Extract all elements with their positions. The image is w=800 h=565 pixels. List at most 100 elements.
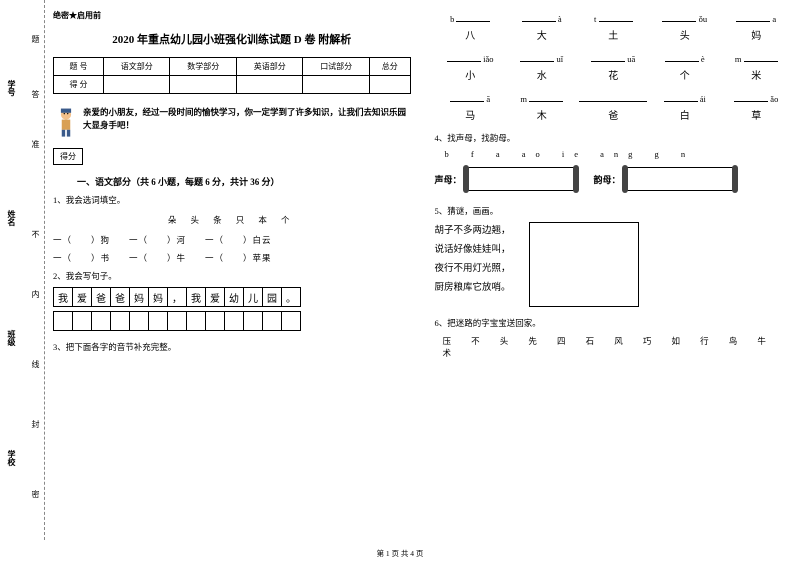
margin-class: 班级 [6,330,17,346]
char-cell: 妈 [148,287,168,307]
th: 数学部分 [170,58,236,76]
exam-page: 题 学号 答 准 姓名 不 内 班级 线 封 学校 密 绝密★启用前 2020 … [0,0,800,540]
blank[interactable] [456,12,490,22]
intro-block: 亲爱的小朋友，经过一段时间的愉快学习，你一定学到了许多知识，让我们去知识乐园大显… [53,106,411,140]
section-heading: 一、语文部分（共 6 小题，每题 6 分，共计 36 分） [77,175,411,188]
pinyin: à [558,14,562,24]
finals-label: 韵母： [594,173,621,186]
riddle-line: 胡子不多两边翘， [435,222,511,241]
mascot-icon [53,106,79,140]
td[interactable] [104,76,170,94]
riddle-line: 夜行不用灯光照， [435,260,511,279]
char-cell: 爸 [110,287,130,307]
char-row: 马木爸白草 [435,107,793,122]
scroll-box[interactable] [466,167,576,191]
td[interactable] [170,76,236,94]
question-2: 2、我会写句子。 [53,270,411,282]
question-4: 4、找声母，找韵母。 [435,132,793,144]
binding-margin: 题 学号 答 准 姓名 不 内 班级 线 封 学校 密 [0,0,45,540]
intro-text: 亲爱的小朋友，经过一段时间的愉快学习，你一定学到了许多知识，让我们去知识乐园大显… [83,106,411,132]
riddle-line: 厨房粮库它放哨。 [435,279,511,298]
pinyin: a [772,14,776,24]
pinyin: ái [700,94,706,104]
pinyin-row: iǎo uǐ uā è m [435,52,793,64]
pinyin: m [735,54,742,64]
char-cell: 。 [281,287,301,307]
pinyin-row: b à t ǒu a [435,12,793,24]
char-cell: 儿 [243,287,263,307]
initials-label: 声母： [435,173,462,186]
td[interactable] [236,76,302,94]
char-row: 小水花个米 [435,67,793,82]
exam-title: 2020 年重点幼儿园小班强化训练试题 D 卷 附解析 [53,31,411,47]
score-table: 题 号 语文部分 数学部分 英语部分 口试部分 总分 得 分 [53,57,411,94]
riddle-block: 胡子不多两边翘， 说话好像娃娃叫， 夜行不用灯光照， 厨房粮库它放哨。 [435,222,793,307]
drawing-box[interactable] [529,222,639,307]
sentence-grid: 我 爱 爸 爸 妈 妈 ， 我 爱 幼 儿 园 。 [53,287,411,307]
left-column: 绝密★启用前 2020 年重点幼儿园小班强化训练试题 D 卷 附解析 题 号 语… [53,10,423,540]
th: 英语部分 [236,58,302,76]
pinyin: iǎo [483,54,493,64]
pinyin-row: ā m ái ǎo [435,92,793,104]
score-box: 得分 [53,148,83,165]
pinyin: uǐ [557,54,564,64]
content-area: 绝密★启用前 2020 年重点幼儿园小班强化训练试题 D 卷 附解析 题 号 语… [45,0,800,540]
char-row: 八大土头妈 [435,27,793,42]
margin-mark: 准 [30,140,41,148]
char-cell: 幼 [224,287,244,307]
table-row: 得 分 [54,76,411,94]
margin-mark: 题 [30,35,41,43]
margin-mark: 密 [30,490,41,498]
fill-blank-line[interactable]: 一（ ）狗 一（ ）河 一（ ）白云 [53,234,411,246]
th: 总分 [369,58,410,76]
th: 语文部分 [104,58,170,76]
pinyin: b [450,14,454,24]
margin-name: 姓名 [6,210,17,226]
pinyin: ǒu [699,14,708,24]
char-cell: 爱 [205,287,225,307]
td[interactable] [303,76,369,94]
margin-mark: 线 [30,360,41,368]
td: 得 分 [54,76,104,94]
sentence-grid-blank[interactable] [53,311,411,331]
right-column: b à t ǒu a 八大土头妈 iǎo uǐ uā è m 小水花个米 ā m [423,10,793,540]
char-cell: 我 [53,287,73,307]
char-cell: 爱 [72,287,92,307]
char-cell: 我 [186,287,206,307]
char-cell: 爸 [91,287,111,307]
margin-student-id: 学号 [6,80,17,96]
margin-mark: 答 [30,90,41,98]
table-row: 题 号 语文部分 数学部分 英语部分 口试部分 总分 [54,58,411,76]
pinyin: m [520,94,527,104]
word-bank: 朵 头 条 只 本 个 [53,214,411,226]
td[interactable] [369,76,410,94]
char-cell: 园 [262,287,282,307]
margin-mark: 封 [30,420,41,428]
question-3: 3、把下面各字的音节补充完整。 [53,341,411,353]
char-cell: 妈 [129,287,149,307]
pinyin: è [701,54,705,64]
margin-mark: 内 [30,290,41,298]
pinyin: ā [486,94,490,104]
question-1: 1、我会选词填空。 [53,194,411,206]
blank-cell[interactable] [53,311,73,331]
scroll-row: 声母： 韵母： [435,167,793,191]
riddle-line: 说话好像娃娃叫， [435,241,511,260]
page-footer: 第 1 页 共 4 页 [0,548,800,559]
th: 题 号 [54,58,104,76]
pinyin: t [594,14,596,24]
question-5: 5、猜谜，画画。 [435,205,793,217]
lost-chars: 压 不 头 先 四 石 风 巧 如 行 鸟 牛 术 [443,335,793,359]
char-cell: ， [167,287,187,307]
letter-bank: b f a ao ie ang g n [445,149,793,159]
margin-mark: 不 [30,230,41,238]
margin-school: 学校 [6,450,17,466]
fill-blank-line[interactable]: 一（ ）书 一（ ）牛 一（ ）苹果 [53,252,411,264]
confidential-label: 绝密★启用前 [53,10,411,21]
th: 口试部分 [303,58,369,76]
question-6: 6、把迷路的字宝宝送回家。 [435,317,793,329]
pinyin: ǎo [770,94,778,104]
scroll-box[interactable] [625,167,735,191]
riddle-lines: 胡子不多两边翘， 说话好像娃娃叫， 夜行不用灯光照， 厨房粮库它放哨。 [435,222,511,307]
pinyin: uā [627,54,635,64]
